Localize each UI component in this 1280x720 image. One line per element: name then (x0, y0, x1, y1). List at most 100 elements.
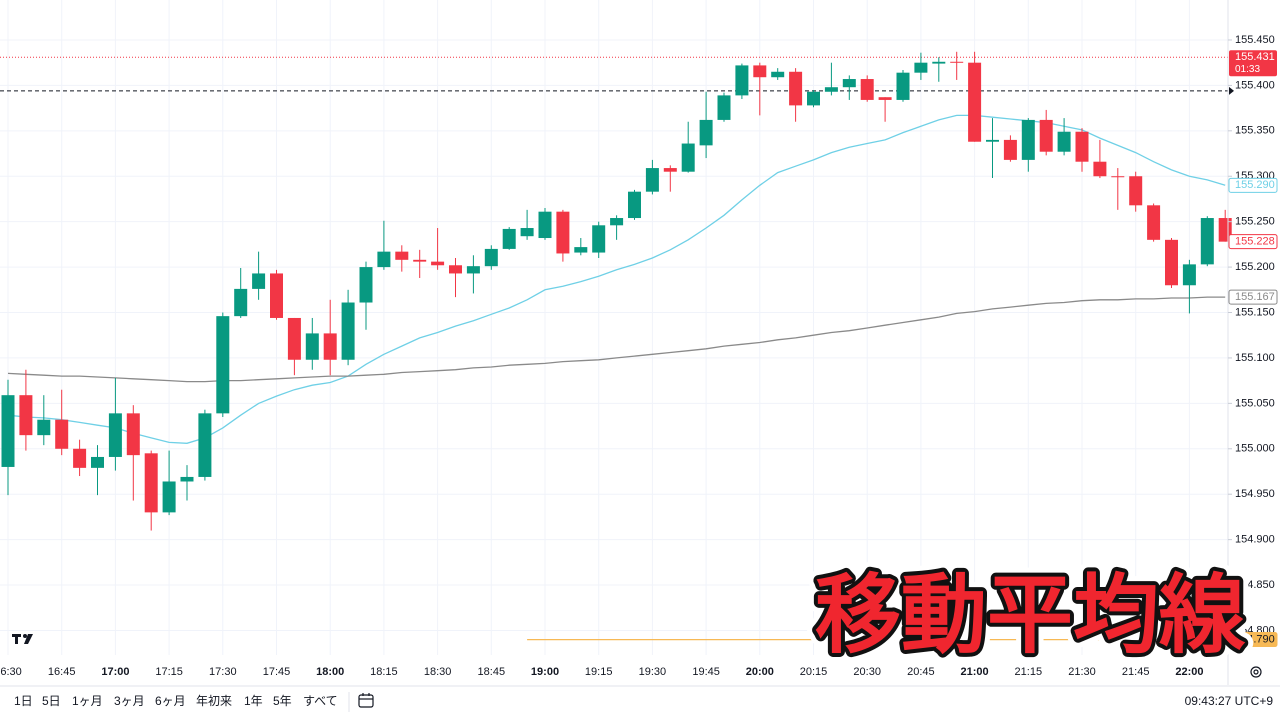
x-tick-label: 16:45 (48, 666, 76, 678)
candle-body (681, 143, 695, 172)
candle-body (359, 267, 373, 303)
candle-body (592, 225, 606, 253)
candle-body (699, 119, 713, 146)
candle-body (395, 251, 409, 260)
candle-body (1165, 239, 1178, 286)
x-tick-label: 18:30 (424, 666, 452, 678)
candle-body (1111, 176, 1125, 178)
candle-body (19, 395, 33, 436)
x-tick-label: 21:45 (1122, 666, 1150, 678)
y-tick-label: 155.100 (1235, 352, 1275, 364)
candle-body (538, 211, 552, 239)
y-tick-label: 155.050 (1235, 397, 1275, 409)
candle-body (144, 453, 158, 513)
x-tick-label: 21:00 (961, 666, 989, 678)
candle-body (73, 448, 87, 468)
x-tick-label: 20:30 (853, 666, 881, 678)
clock: 09:43:27 UTC+9 (1185, 694, 1274, 708)
candle-body (574, 247, 588, 253)
candle-body (1093, 161, 1107, 177)
candle-body (466, 266, 480, 274)
candle-body (1057, 131, 1071, 152)
range-button[interactable]: 3ヶ月 (114, 694, 145, 708)
candle-body (1039, 119, 1053, 152)
candle-body (162, 481, 176, 513)
overlay-caption-outline: 移動平均線 (815, 568, 1246, 664)
countdown-label: 01:33 (1235, 64, 1260, 75)
y-tick-label: 155.450 (1235, 34, 1275, 46)
ma-last-label: 155.290 (1235, 179, 1275, 191)
y-tick-label: 155.000 (1235, 443, 1275, 455)
candle-body (789, 71, 803, 106)
x-tick-label: 18:45 (478, 666, 506, 678)
candle-body (717, 95, 731, 120)
range-button[interactable]: すべて (303, 694, 338, 708)
candle-body (502, 228, 516, 249)
candle-body (896, 72, 910, 100)
plot-area (0, 51, 1232, 641)
range-button[interactable]: 1ヶ月 (72, 694, 103, 708)
last-close-label-box (1228, 234, 1278, 250)
x-tick-label: 20:45 (907, 666, 935, 678)
candle-body (556, 211, 570, 254)
candle-body (484, 248, 498, 267)
x-tick-label: 22:00 (1175, 666, 1203, 678)
range-button[interactable]: 6ヶ月 (155, 694, 186, 708)
candle-body (216, 316, 230, 414)
x-tick-label: 18:00 (316, 666, 344, 678)
logo (12, 634, 33, 644)
ma-last-label-box (1228, 289, 1278, 305)
candle-body (377, 251, 391, 268)
range-button[interactable]: 1日 (14, 694, 33, 708)
candle-body (735, 65, 749, 96)
last-close-label: 155.228 (1235, 236, 1275, 248)
x-tick-label: 19:00 (531, 666, 559, 678)
candle-body (234, 288, 248, 317)
candle-body (341, 302, 355, 360)
candle-body (1075, 131, 1089, 162)
range-button[interactable]: 5年 (273, 694, 292, 708)
ma-last-label: 155.167 (1235, 291, 1275, 303)
y-tick-label: 155.200 (1235, 261, 1275, 273)
candle-body (824, 87, 838, 92)
candle-body (431, 261, 445, 266)
y-tick-label: 154.900 (1235, 534, 1275, 546)
candle-body (663, 168, 677, 172)
ma-last-label-box (1228, 177, 1278, 193)
y-tick-label: 155.150 (1235, 306, 1275, 318)
range-button[interactable]: 年初来 (196, 694, 232, 708)
x-tick-label: 17:15 (155, 666, 183, 678)
candle-body (1182, 264, 1196, 286)
candle-body (968, 62, 982, 142)
candle-body (914, 62, 928, 73)
x-tick-label: 21:30 (1068, 666, 1096, 678)
candle-body (252, 273, 266, 289)
candle-body (1147, 205, 1161, 240)
range-button[interactable]: 1年 (244, 694, 263, 708)
range-button[interactable]: 5日 (42, 694, 61, 708)
candle-body (413, 259, 427, 262)
candle-body (628, 191, 641, 219)
candle-body (55, 419, 69, 449)
candle-body (753, 65, 767, 78)
candle-body (860, 79, 874, 100)
candle-body (91, 456, 104, 468)
settings-icon[interactable] (1250, 666, 1262, 678)
time-axis: 16:30 16:45 17:00 17:15 17:30 17:45 18:00 18:15… (0, 666, 1203, 678)
candle-body (449, 265, 462, 274)
y-tick-label: 155.350 (1235, 125, 1275, 137)
x-tick-label: 19:45 (692, 666, 720, 678)
candle-body (1021, 119, 1035, 160)
date-range-icon[interactable] (358, 693, 374, 708)
candle-body (932, 61, 946, 64)
grid (0, 0, 1228, 655)
candle-body (270, 273, 283, 318)
x-tick-label: 17:45 (263, 666, 291, 678)
x-tick-label: 20:15 (800, 666, 828, 678)
x-tick-label: 20:00 (746, 666, 774, 678)
x-tick-label: 16:30 (0, 666, 22, 678)
x-tick-label: 19:30 (639, 666, 667, 678)
candle-body (198, 413, 212, 477)
candle-body (610, 218, 624, 226)
candle-body (950, 61, 964, 63)
